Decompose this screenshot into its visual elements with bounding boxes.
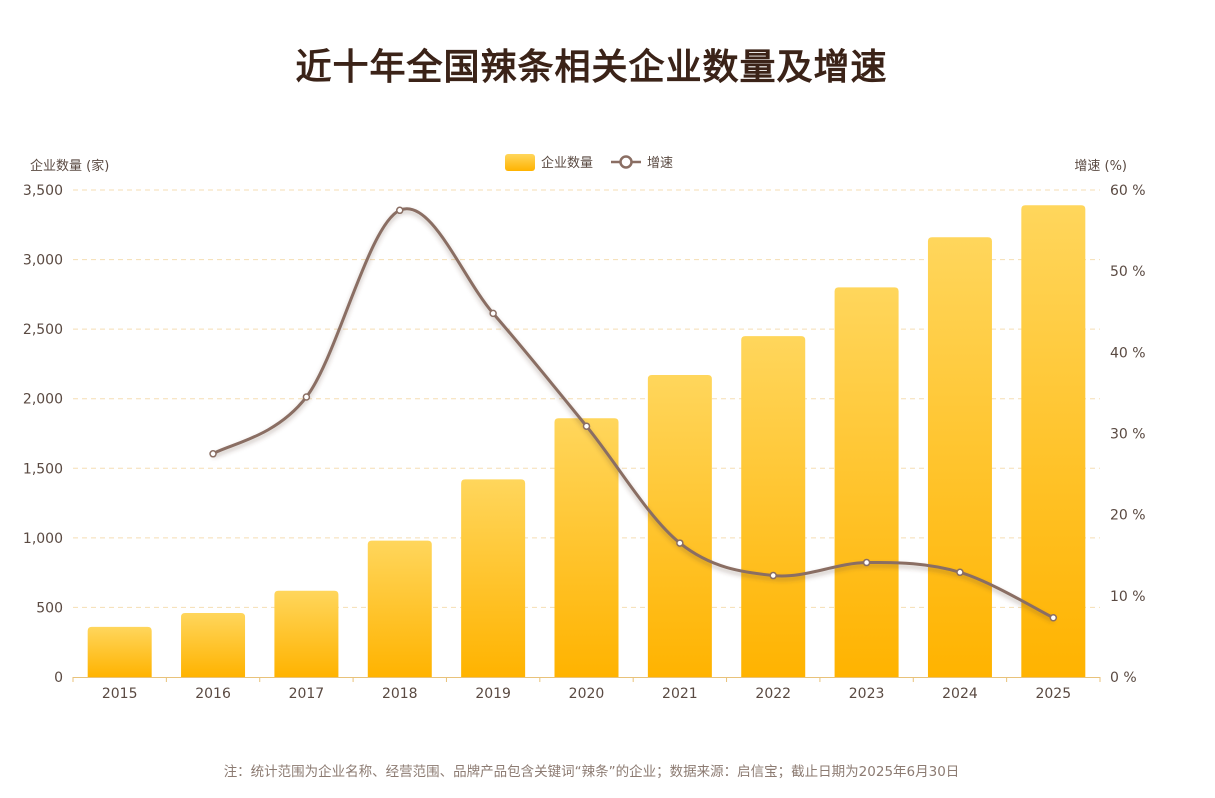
x-tick-label: 2016 — [195, 686, 231, 702]
growth-point-2025[interactable] — [1049, 613, 1058, 622]
bar-2017[interactable] — [274, 590, 339, 677]
y-left-axis-title: 企业数量 (家) — [30, 158, 109, 174]
bar-2023[interactable] — [834, 287, 899, 677]
chart-title: 近十年全国辣条相关企业数量及增速 — [295, 47, 888, 88]
x-tick-label: 2019 — [475, 686, 511, 702]
x-tick-label: 2015 — [102, 686, 138, 702]
legend-bar-label: 企业数量 — [541, 155, 593, 171]
growth-point-2022[interactable] — [769, 571, 777, 580]
bar-2020[interactable] — [554, 418, 619, 677]
y-left-tick-label: 1,000 — [23, 531, 63, 547]
y-right-tick-label: 10 % — [1110, 589, 1146, 605]
growth-point-2020[interactable] — [582, 422, 591, 430]
bar-2015[interactable] — [87, 626, 152, 677]
y-left-tick-label: 2,000 — [23, 392, 63, 408]
y-left-tick-label: 2,500 — [23, 322, 63, 338]
x-tick-label: 2025 — [1035, 686, 1071, 702]
legend-line-marker — [619, 155, 633, 169]
y-left-tick-label: 3,500 — [23, 183, 63, 199]
growth-line — [212, 207, 1054, 620]
growth-point-2024[interactable] — [956, 568, 964, 577]
legend-bar-swatch — [505, 154, 535, 171]
x-tick-label: 2024 — [942, 686, 978, 702]
growth-point-2021[interactable] — [676, 539, 684, 547]
x-tick-label: 2018 — [382, 686, 418, 702]
legend-line-label: 增速 — [647, 156, 673, 171]
bar-2024[interactable] — [927, 237, 992, 677]
y-right-tick-label: 60 % — [1110, 183, 1146, 199]
growth-point-2023[interactable] — [862, 558, 871, 567]
y-left-tick-label: 3,000 — [23, 253, 63, 269]
y-right-tick-label: 0 % — [1110, 670, 1137, 686]
x-tick-label: 2023 — [849, 686, 885, 702]
y-right-tick-label: 30 % — [1110, 427, 1146, 443]
y-left-tick-label: 0 — [54, 670, 63, 686]
y-right-tick-label: 40 % — [1110, 345, 1146, 361]
growth-point-2016[interactable] — [209, 450, 217, 458]
x-tick-label: 2020 — [569, 686, 605, 702]
bar-2022[interactable] — [741, 336, 806, 677]
bar-2016[interactable] — [181, 612, 246, 677]
y-left-tick-label: 500 — [36, 600, 63, 616]
bar-2019[interactable] — [461, 479, 526, 677]
growth-point-2017[interactable] — [302, 393, 311, 401]
y-right-tick-label: 50 % — [1110, 264, 1146, 280]
growth-point-2018[interactable] — [396, 206, 404, 215]
y-right-axis-title: 增速 (%) — [1074, 159, 1127, 174]
bar-2025[interactable] — [1021, 205, 1086, 677]
x-tick-label: 2022 — [755, 686, 791, 702]
x-tick-label: 2017 — [289, 686, 325, 702]
y-right-tick-label: 20 % — [1110, 508, 1146, 524]
chart-footnote: 注：统计范围为企业名称、经营范围、品牌产品包含关键词“辣条”的企业；数据来源：启… — [223, 764, 960, 780]
x-tick-label: 2021 — [662, 686, 698, 702]
bar-2018[interactable] — [367, 540, 432, 677]
growth-point-2019[interactable] — [489, 309, 497, 318]
bar-2021[interactable] — [647, 375, 712, 677]
y-left-tick-label: 1,500 — [23, 461, 63, 477]
